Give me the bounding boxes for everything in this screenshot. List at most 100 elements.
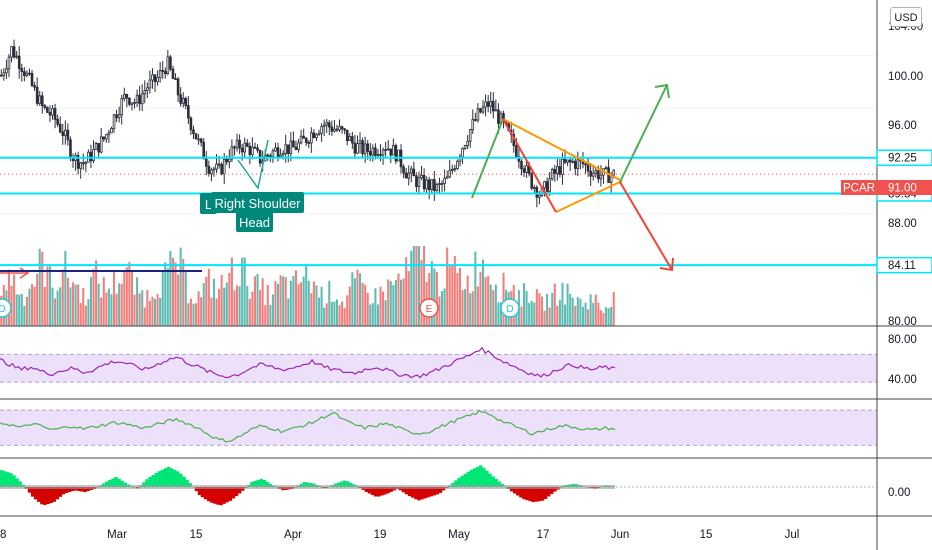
oscillator-bands xyxy=(0,353,877,446)
volume-bar-8 xyxy=(20,293,23,326)
volume-bar-25 xyxy=(64,250,67,326)
volume-bars xyxy=(0,246,615,326)
volume-bar-21 xyxy=(54,298,57,326)
candle-body-69 xyxy=(176,78,180,96)
volume-bar-121 xyxy=(310,293,313,326)
volume-bar-185 xyxy=(474,251,477,326)
level-tag-box-0 xyxy=(876,149,932,166)
volume-bar-11 xyxy=(28,288,31,326)
volume-bar-226 xyxy=(579,298,582,326)
candle-body-204 xyxy=(522,168,526,173)
candle-body-19 xyxy=(48,112,52,116)
candle-body-57 xyxy=(146,87,149,91)
volume-bar-72 xyxy=(184,271,187,326)
volume-bar-209 xyxy=(535,289,538,326)
hist-bar-76 xyxy=(234,487,239,497)
candle-body-84 xyxy=(215,163,218,170)
candle-body-147 xyxy=(376,154,380,156)
histogram-bars xyxy=(0,465,877,506)
hist-bar-111 xyxy=(343,480,347,487)
candle-body-223 xyxy=(571,160,575,163)
candle-body-155 xyxy=(397,149,400,162)
candle-body-209 xyxy=(535,187,539,198)
candle-body-5 xyxy=(12,46,16,58)
volume-bar-120 xyxy=(307,280,310,326)
volume-bar-105 xyxy=(269,304,272,326)
hist-bar-59 xyxy=(182,476,186,487)
volume-bar-118 xyxy=(302,276,305,326)
volume-bar-6 xyxy=(15,294,18,326)
volume-bar-71 xyxy=(182,258,185,326)
candle-body-208 xyxy=(532,187,536,189)
candle-body-112 xyxy=(286,144,290,154)
candle-body-78 xyxy=(199,138,203,143)
hist-bar-72 xyxy=(222,487,226,504)
candle-body-191 xyxy=(489,100,493,107)
hist-bar-112 xyxy=(346,481,350,487)
volume-bar-132 xyxy=(338,305,341,326)
candle-body-161 xyxy=(412,168,416,177)
candle-body-124 xyxy=(317,132,321,136)
volume-bar-210 xyxy=(538,293,541,326)
volume-bar-193 xyxy=(494,284,497,326)
head-shoulder-neckline xyxy=(237,139,269,190)
event-markers[interactable]: D E D xyxy=(0,298,520,318)
candle-body-58 xyxy=(148,79,152,89)
volume-bar-66 xyxy=(169,251,172,326)
volume-bar-82 xyxy=(210,297,213,326)
volume-bar-65 xyxy=(166,268,169,326)
volume-bar-51 xyxy=(130,270,133,326)
hist-bar-85 xyxy=(262,479,267,487)
time-tick-8: 8 xyxy=(0,529,6,541)
oscillator-axes[interactable]: 80.00 40.00 0.00 xyxy=(888,334,917,499)
candle-body-234 xyxy=(599,174,603,180)
candle-body-32 xyxy=(81,162,85,165)
volume-bar-74 xyxy=(189,298,192,326)
volume-bar-40 xyxy=(102,277,105,326)
volume-bar-163 xyxy=(417,246,420,326)
volume-bar-79 xyxy=(202,283,205,326)
volume-bar-153 xyxy=(392,285,395,326)
candle-body-54 xyxy=(138,94,141,105)
candle-body-136 xyxy=(348,136,352,142)
hist-bar-99 xyxy=(305,482,310,487)
candle-body-27 xyxy=(69,139,72,158)
volume-bar-186 xyxy=(476,286,479,326)
volume-bar-225 xyxy=(576,297,579,326)
candle-body-153 xyxy=(392,145,395,156)
hist-bar-140 xyxy=(432,487,437,496)
candle-body-163 xyxy=(417,177,421,188)
time-axis[interactable]: 8 Mar 15 Apr 19 May 17 Jun 15 Jul xyxy=(0,529,799,541)
candle-body-219 xyxy=(561,158,564,176)
candle-body-214 xyxy=(548,178,551,192)
volume-bar-138 xyxy=(353,278,356,326)
triangle-lower-line xyxy=(555,180,623,213)
price-axis[interactable]: 104.00 100.00 96.00 88.00 80.00 xyxy=(888,21,923,328)
candle-body-49 xyxy=(125,93,129,99)
candle-body-187 xyxy=(479,108,482,113)
hist-bar-136 xyxy=(420,487,424,500)
hist-bar-83 xyxy=(256,479,260,487)
osc1-tick-80: 80.00 xyxy=(888,334,917,346)
candle-body-119 xyxy=(304,137,308,143)
candle-body-128 xyxy=(327,122,331,128)
volume-bar-165 xyxy=(423,246,426,326)
volume-bar-123 xyxy=(315,285,318,326)
volume-bar-189 xyxy=(484,277,487,326)
volume-bar-156 xyxy=(400,279,403,326)
candle-body-12 xyxy=(30,73,34,86)
candle-body-169 xyxy=(433,179,436,191)
candle-body-109 xyxy=(279,154,282,158)
volume-bar-208 xyxy=(533,302,536,326)
volume-bar-56 xyxy=(143,307,146,326)
hist-bar-141 xyxy=(435,487,440,495)
candle-body-76 xyxy=(194,133,198,140)
volume-bar-104 xyxy=(266,284,269,326)
volume-bar-207 xyxy=(530,300,533,326)
candle-body-87 xyxy=(222,158,226,175)
hist-bar-121 xyxy=(373,487,378,497)
currency-button[interactable]: USD xyxy=(890,7,922,27)
volume-bar-177 xyxy=(453,255,456,326)
volume-bar-160 xyxy=(410,250,413,326)
